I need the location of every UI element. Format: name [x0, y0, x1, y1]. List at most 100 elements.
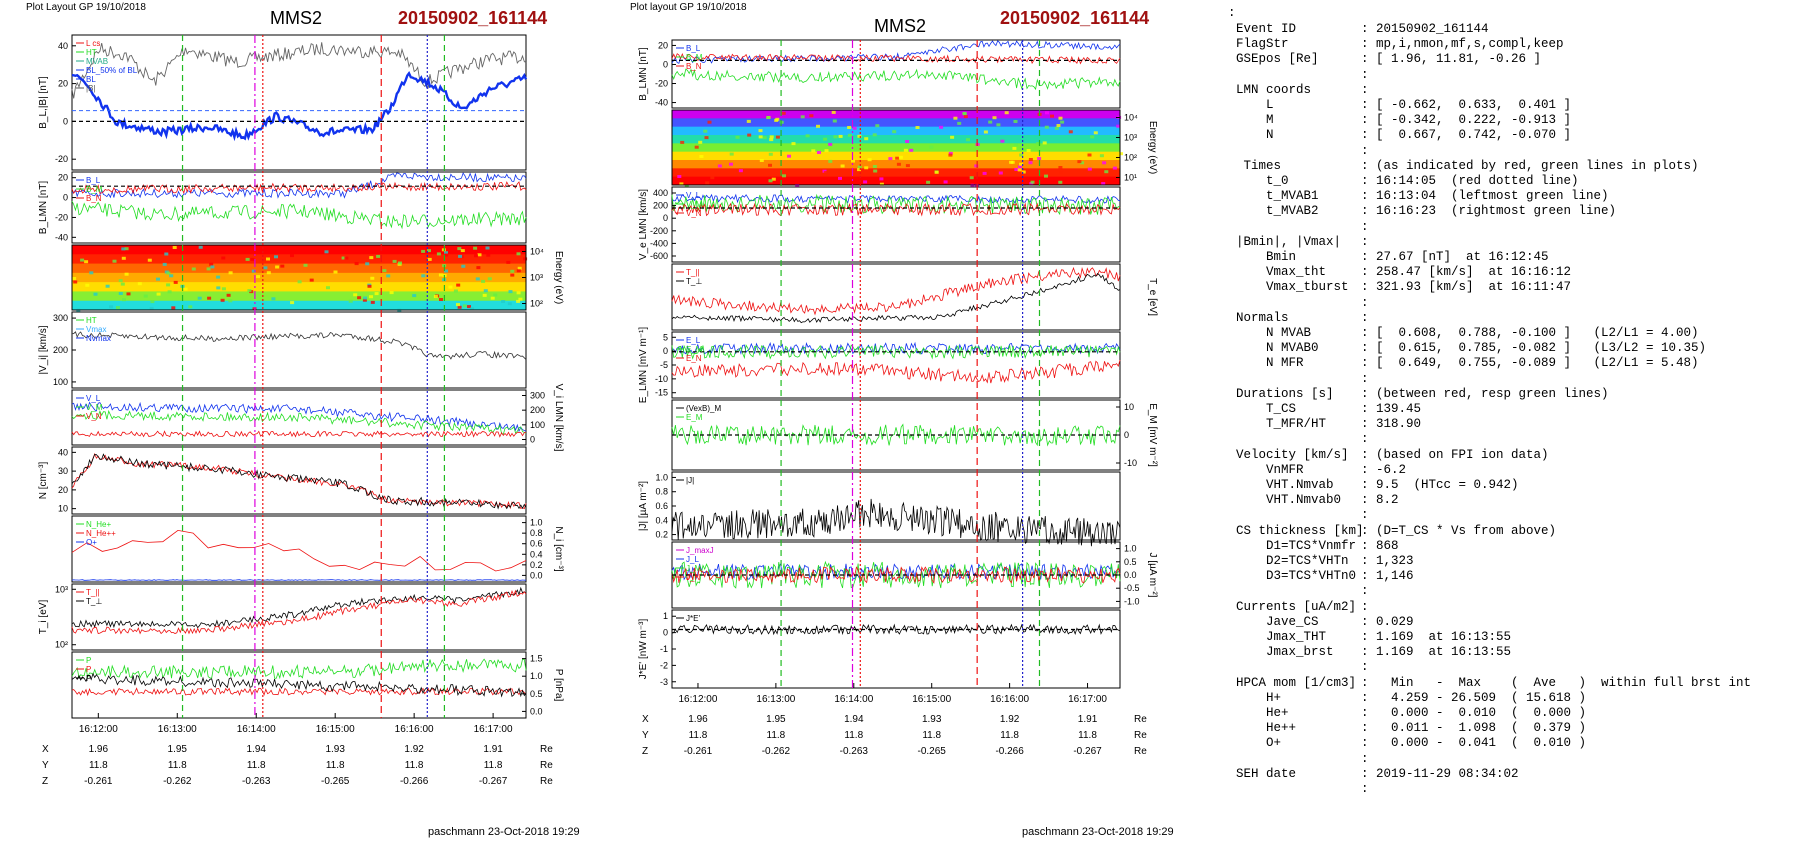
spectrogram-band	[672, 135, 1120, 144]
series-EM	[671, 423, 1121, 447]
spectrogram-speckle	[905, 164, 910, 168]
ephem-value: -0.266	[400, 776, 429, 787]
spectrogram-speckle	[926, 180, 931, 184]
series-P3	[71, 672, 527, 698]
spectrogram-speckle	[824, 171, 829, 174]
y-tick-label-right: 0.2	[530, 560, 543, 570]
legend-label: B_L	[86, 176, 101, 185]
ephem-value: -0.267	[479, 776, 508, 787]
y-tick-label: -15	[655, 388, 668, 398]
spectrogram-speckle	[204, 250, 209, 254]
series-Tperp	[671, 272, 1121, 324]
x-tick-label: 16:14:00	[834, 694, 873, 705]
spectrogram-speckle	[771, 177, 776, 181]
spectrogram-speckle	[1004, 111, 1009, 115]
info-key: He++	[1236, 721, 1297, 736]
info-value: : 0.011 - 1.098 ( 0.379 )	[1361, 721, 1587, 736]
y-tick-label: -10	[655, 374, 668, 384]
spectrogram-speckle	[376, 254, 381, 258]
spectrogram-speckle	[121, 256, 126, 260]
ephem-value: 1.93	[325, 744, 345, 755]
info-value: : 16:16:23 (rightmost green line)	[1361, 204, 1617, 219]
y-tick-label: 200	[653, 201, 668, 211]
y-tick-label-right: 1.0	[530, 518, 543, 528]
spectrogram-speckle	[85, 283, 90, 287]
info-value: : 1.169 at 16:13:55	[1361, 645, 1512, 660]
info-key: Velocity [km/s]	[1236, 447, 1349, 462]
y-tick-label-right: 10³	[1124, 133, 1137, 143]
info-key: Bmin	[1236, 250, 1297, 264]
info-value: : (between red, resp green lines)	[1361, 386, 1609, 401]
spectrogram-speckle	[847, 126, 852, 129]
y-tick-label: -3	[660, 677, 668, 687]
y-tick-label: -5	[660, 360, 668, 370]
spectrogram-speckle	[684, 184, 689, 188]
ephem-value: -0.261	[684, 746, 713, 757]
spectrogram-speckle	[506, 260, 511, 264]
spectrogram-speckle	[948, 153, 953, 157]
info-value: : 4.259 - 26.509 ( 15.618 )	[1361, 690, 1587, 705]
y-tick-label: 5	[663, 332, 668, 342]
spectrogram-speckle	[198, 245, 203, 249]
spectrogram-speckle	[879, 177, 884, 181]
spectrogram-speckle	[510, 273, 515, 277]
spectrogram-speckle	[124, 272, 129, 276]
spectrogram-speckle	[1077, 160, 1082, 164]
y-axis-label: V_i LMN [km/s]	[553, 384, 564, 452]
spectrogram-speckle	[1102, 161, 1107, 165]
spectrogram-speckle	[811, 149, 816, 153]
spectrogram-speckle	[1058, 180, 1063, 184]
spectrogram-speckle	[290, 301, 295, 305]
spectrogram-speckle	[974, 164, 979, 168]
legend-label: V_N	[686, 209, 702, 218]
legend-label: T_||	[686, 268, 700, 277]
info-key: Normals	[1236, 310, 1289, 325]
legend-label: J_M	[686, 564, 701, 573]
spectrogram-band	[672, 168, 1120, 178]
info-value: : mp,i,nmon,mf,s,compl,keep	[1361, 37, 1564, 52]
spectrogram-speckle	[149, 307, 154, 311]
spectrogram-speckle	[1059, 171, 1063, 174]
spectrogram-speckle	[326, 286, 330, 290]
spectrogram-speckle	[507, 302, 512, 306]
y-tick-label: 0	[663, 346, 668, 356]
y-tick-label-right: 0	[1124, 430, 1129, 440]
spectrogram-speckle	[444, 251, 448, 255]
spectrogram-speckle	[274, 255, 278, 259]
info-key: Event ID	[1236, 22, 1297, 36]
info-key: N MFR	[1236, 356, 1304, 371]
spectrogram-speckle	[857, 168, 861, 172]
info-key: LMN coords	[1236, 82, 1312, 97]
spectrogram-speckle	[457, 305, 462, 309]
spectrogram-speckle	[781, 111, 786, 115]
info-value: : [ 1.96, 11.81, -0.26 ]	[1361, 52, 1542, 67]
spectrogram-speckle	[1017, 168, 1022, 172]
info-value: :	[1361, 371, 1369, 386]
info-value: : 16:13:04 (leftmost green line)	[1361, 189, 1609, 204]
legend-label: B_M	[686, 53, 703, 62]
spectrogram-speckle	[386, 274, 391, 278]
spectrogram-speckle	[324, 250, 329, 254]
y-axis-label: Energy (eV)	[553, 251, 564, 304]
legend-label: V_L	[86, 394, 101, 403]
spectrogram-speckle	[677, 175, 682, 178]
spectrogram-speckle	[173, 280, 178, 284]
legend-label: N_He+	[86, 520, 111, 529]
spectrogram-speckle	[1000, 139, 1005, 143]
panel-8: 10³ 10² T_i [eV] T_||T_⊥	[38, 583, 527, 651]
y-tick-label: -1	[660, 644, 668, 654]
series-BM	[71, 200, 527, 230]
spectrogram-speckle	[768, 163, 772, 167]
spectrogram-speckle	[118, 279, 123, 283]
spectrogram-speckle	[892, 130, 897, 134]
y-tick-label-right: 10	[1124, 402, 1134, 412]
spectrogram-speckle	[1012, 146, 1017, 150]
spectrogram-speckle	[1068, 130, 1073, 134]
spectrogram-speckle	[501, 300, 506, 303]
info-value: : 868	[1361, 538, 1399, 553]
event-info-panel: : Event ID: 20150902_161144 FlagStr: mp,i…	[1228, 6, 1798, 796]
spectrogram-speckle	[166, 271, 171, 275]
legend-label: E_M	[686, 413, 703, 422]
spectrogram-speckle	[271, 297, 276, 301]
panel-frame	[671, 263, 1121, 331]
